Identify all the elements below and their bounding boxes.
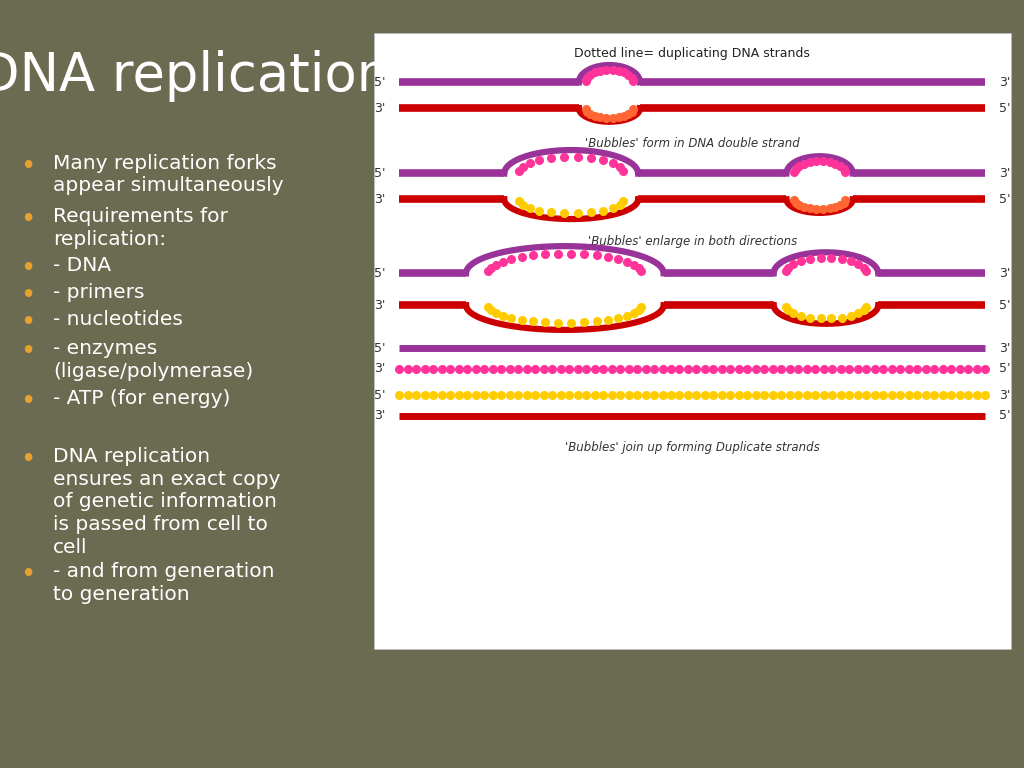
Text: Requirements for
replication:: Requirements for replication: (53, 207, 228, 249)
Text: 'Bubbles' form in DNA double strand: 'Bubbles' form in DNA double strand (585, 137, 800, 150)
Text: 5': 5' (374, 389, 385, 402)
Text: 3': 3' (374, 101, 385, 114)
Text: •: • (20, 283, 36, 309)
Text: 3': 3' (999, 76, 1011, 89)
Text: 5': 5' (999, 362, 1011, 376)
Text: •: • (20, 447, 36, 473)
Text: - enzymes
(ligase/polymerase): - enzymes (ligase/polymerase) (53, 339, 254, 381)
Text: 'Bubbles' join up forming Duplicate strands: 'Bubbles' join up forming Duplicate stra… (565, 441, 819, 454)
Text: Many replication forks
appear simultaneously: Many replication forks appear simultaneo… (53, 154, 284, 195)
Text: •: • (20, 562, 36, 588)
Text: - and from generation
to generation: - and from generation to generation (53, 562, 274, 604)
Text: 5': 5' (374, 266, 385, 280)
Text: 5': 5' (999, 409, 1011, 422)
Text: 5': 5' (999, 193, 1011, 206)
Text: 5': 5' (374, 342, 385, 355)
Text: 3': 3' (999, 266, 1011, 280)
Text: •: • (20, 310, 36, 336)
Text: DNA replication: DNA replication (0, 50, 390, 102)
Text: •: • (20, 389, 36, 415)
Text: - primers: - primers (53, 283, 144, 302)
Text: 3': 3' (999, 342, 1011, 355)
Text: - ATP (for energy): - ATP (for energy) (53, 389, 230, 409)
Text: 3': 3' (999, 389, 1011, 402)
Text: - nucleotides: - nucleotides (53, 310, 183, 329)
Text: •: • (20, 339, 36, 366)
Text: 5': 5' (999, 101, 1011, 114)
Text: 3': 3' (374, 362, 385, 376)
Text: Dotted line= duplicating DNA strands: Dotted line= duplicating DNA strands (574, 47, 810, 60)
Text: •: • (20, 256, 36, 282)
Text: •: • (20, 154, 36, 180)
Text: •: • (20, 207, 36, 233)
Text: 3': 3' (374, 299, 385, 312)
Text: 5': 5' (374, 76, 385, 89)
Text: 'Bubbles' enlarge in both directions: 'Bubbles' enlarge in both directions (588, 235, 797, 248)
Text: 5': 5' (374, 167, 385, 180)
Text: 3': 3' (374, 409, 385, 422)
Text: 3': 3' (999, 167, 1011, 180)
FancyBboxPatch shape (374, 33, 1011, 649)
Text: - DNA: - DNA (53, 256, 112, 275)
Text: DNA replication
ensures an exact copy
of genetic information
is passed from cell: DNA replication ensures an exact copy of… (53, 447, 281, 557)
Text: 3': 3' (374, 193, 385, 206)
Text: 5': 5' (999, 299, 1011, 312)
